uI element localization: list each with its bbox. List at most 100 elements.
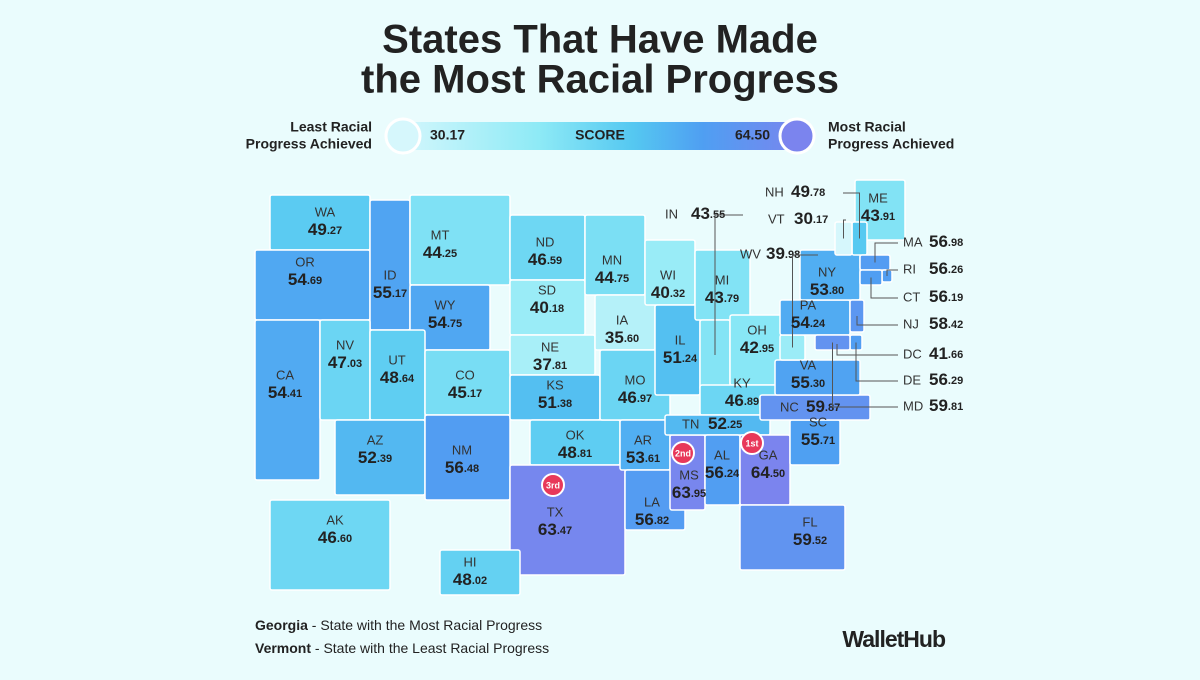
state-value: 41.66 (929, 344, 963, 363)
state-value: 52.25 (708, 414, 742, 433)
rank-label: 3rd (546, 480, 560, 490)
state-abbr: TN (682, 416, 699, 431)
state-value: 44.75 (595, 268, 629, 287)
state-value: 52.39 (358, 448, 392, 467)
state-abbr: AR (634, 432, 652, 447)
state-value: 59.87 (806, 397, 840, 416)
map (254, 179, 906, 596)
state-abbr: NC (780, 399, 799, 414)
state-abbr: WA (315, 204, 336, 219)
legend-low-label: Progress Achieved (246, 136, 372, 152)
leader-line (832, 342, 898, 408)
state-value: 56.48 (445, 458, 479, 477)
state-abbr: ME (868, 190, 888, 205)
state-abbr: UT (388, 352, 405, 367)
state-abbr: IA (616, 312, 629, 327)
state-value: 54.75 (428, 313, 462, 332)
note-state: Vermont (255, 640, 311, 656)
legend-high-label: Progress Achieved (828, 136, 954, 152)
leader-line (886, 269, 898, 276)
state-abbr: NM (452, 442, 472, 457)
state-abbr: OK (566, 427, 585, 442)
state-abbr: MT (431, 227, 450, 242)
state-abbr: MO (625, 372, 646, 387)
state-abbr: MI (715, 272, 729, 287)
state-abbr: VA (800, 357, 817, 372)
state-abbr: PA (800, 297, 817, 312)
state-value: 51.24 (663, 348, 698, 367)
state-value: 45.17 (448, 383, 482, 402)
state (269, 499, 391, 591)
state-value: 58.42 (929, 314, 963, 333)
state-abbr: CA (276, 367, 294, 382)
state-value: 43.91 (861, 206, 895, 225)
state-abbr: TX (547, 504, 564, 519)
state (774, 359, 861, 396)
state-abbr: ND (536, 234, 555, 249)
state (369, 199, 411, 331)
state-abbr: DC (903, 346, 922, 361)
state-value: 49.27 (308, 220, 342, 239)
state-abbr: SC (809, 414, 827, 429)
rank-label: 1st (745, 438, 758, 448)
state-value: 46.97 (618, 388, 652, 407)
state-value: 37.81 (533, 355, 567, 374)
state-abbr: ID (384, 267, 397, 282)
state-abbr: CO (455, 367, 475, 382)
state-abbr: FL (802, 514, 817, 529)
state-value: 51.38 (538, 393, 572, 412)
state-abbr: KY (733, 375, 751, 390)
state-abbr: DE (903, 372, 921, 387)
state-abbr: NV (336, 337, 354, 352)
state-value: 54.41 (268, 383, 302, 402)
title-line: States That Have Made (382, 18, 818, 62)
state-value: 49.78 (791, 182, 825, 201)
state-value: 55.71 (801, 430, 835, 449)
state-value: 40.18 (530, 298, 564, 317)
rank-badge (740, 431, 764, 455)
state-abbr: MA (903, 234, 923, 249)
brand: WalletHub (842, 626, 946, 652)
state-abbr: AL (714, 447, 730, 462)
note: Georgia - State with the Most Racial Pro… (255, 617, 542, 633)
state-value: 44.25 (423, 243, 457, 262)
labels: WA49.27OR54.69CA54.41ID55.17NV47.03MT44.… (268, 182, 963, 589)
state-abbr: MN (602, 252, 622, 267)
state (424, 349, 511, 416)
state-abbr: CT (903, 289, 920, 304)
state-value: 64.50 (751, 463, 785, 482)
state-value: 63.47 (538, 520, 572, 539)
legend-low-dot (384, 117, 422, 155)
state-abbr: AZ (367, 432, 384, 447)
leader-line (874, 242, 898, 263)
state-abbr: AK (326, 512, 344, 527)
state-value: 46.59 (528, 250, 562, 269)
state-abbr: MS (679, 467, 699, 482)
leader-line (843, 219, 846, 239)
state-value: 35.60 (605, 328, 639, 347)
legend-high-dot (778, 117, 816, 155)
note-text: - State with the Most Racial Progress (312, 617, 542, 633)
state-value: 46.89 (725, 391, 759, 410)
state-abbr: OR (295, 254, 315, 269)
state-abbr: OH (747, 322, 767, 337)
state-value: 55.30 (791, 373, 825, 392)
leader-line (836, 344, 898, 356)
leader-line (855, 342, 898, 382)
leader-line (870, 277, 898, 299)
state-value: 40.32 (651, 283, 685, 302)
state-value: 63.95 (672, 483, 706, 502)
state-abbr: NY (818, 264, 836, 279)
rank-badge (541, 473, 565, 497)
state (439, 549, 521, 596)
state-abbr: HI (464, 554, 477, 569)
state-abbr: SD (538, 282, 556, 297)
legend-high-label: Most Racial (828, 119, 906, 135)
legend-low-label: Least Racial (290, 119, 372, 135)
state-abbr: MD (903, 398, 923, 413)
state-value: 56.26 (929, 259, 963, 278)
state-abbr: VT (768, 211, 785, 226)
state-abbr: GA (759, 447, 778, 462)
state-abbr: LA (644, 494, 660, 509)
